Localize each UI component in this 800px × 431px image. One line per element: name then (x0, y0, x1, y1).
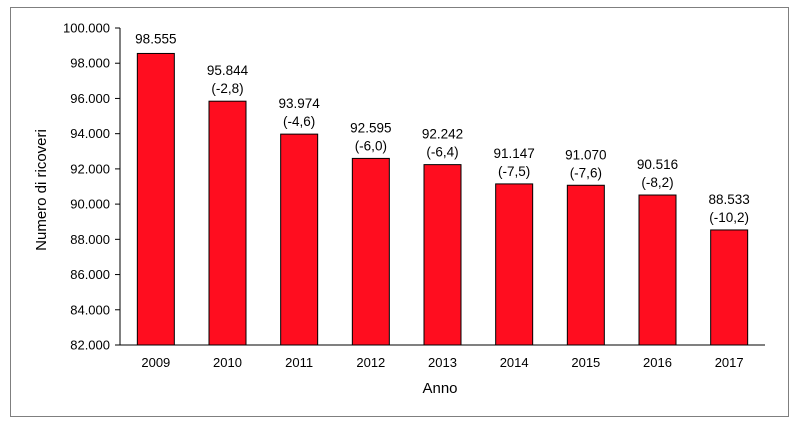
bars (136, 52, 749, 346)
data-label-change: (-7,6) (570, 165, 602, 180)
y-tick-label: 90.000 (70, 197, 110, 212)
data-label-value: 95.844 (207, 63, 249, 78)
y-axis-title: Numero di ricoveri (33, 129, 50, 251)
data-labels: 98.555 95.844 (-2,8) 93.974 (-4,6) 92.595 (-6,… (135, 31, 750, 224)
x-tick-label: 2015 (571, 355, 600, 370)
x-tick-label: 2010 (213, 355, 242, 370)
data-label-value: 92.242 (422, 127, 463, 142)
bar-2014 (495, 183, 534, 346)
bar-2012 (351, 157, 390, 346)
data-label-value: 92.595 (350, 120, 391, 135)
x-tick-label: 2012 (356, 355, 385, 370)
y-tick-label: 98.000 (70, 56, 110, 71)
y-tick-label: 82.000 (70, 338, 110, 353)
bar-2016 (638, 194, 677, 346)
x-axis: 2009 2010 2011 2012 2013 2014 2015 2016 2017 (141, 355, 743, 370)
data-label-value: 88.533 (709, 192, 750, 207)
x-tick-label: 2013 (428, 355, 457, 370)
data-label-change: (-6,0) (355, 138, 387, 153)
y-tick-label: 100.000 (63, 21, 110, 36)
y-tick-label: 94.000 (70, 126, 110, 141)
bar-2017 (710, 229, 749, 346)
data-label-value: 93.974 (279, 96, 321, 111)
data-label-change: (-7,5) (498, 164, 530, 179)
y-tick-label: 96.000 (70, 91, 110, 106)
data-label-value: 91.147 (494, 146, 535, 161)
bar-2009 (136, 52, 175, 346)
bar-2013 (423, 164, 462, 346)
data-label-value: 98.555 (135, 31, 176, 46)
data-label-value: 90.516 (637, 157, 678, 172)
data-label-change: (-10,2) (709, 210, 749, 225)
data-label-change: (-8,2) (641, 175, 673, 190)
data-label-change: (-4,6) (283, 114, 315, 129)
x-tick-label: 2016 (643, 355, 672, 370)
x-axis-title: Anno (422, 380, 457, 397)
y-tick-label: 84.000 (70, 302, 110, 317)
x-tick-label: 2011 (285, 355, 313, 370)
data-label-change: (-2,8) (211, 81, 243, 96)
x-tick-label: 2014 (500, 355, 529, 370)
bar-2010 (208, 100, 247, 346)
data-label-change: (-6,4) (426, 145, 458, 160)
bar-2015 (566, 184, 605, 346)
data-label-value: 91.070 (565, 147, 606, 162)
y-tick-label: 86.000 (70, 267, 110, 282)
y-tick-label: 92.000 (70, 161, 110, 176)
bar-2011 (280, 133, 319, 346)
x-tick-label: 2017 (715, 355, 744, 370)
y-tick-label: 88.000 (70, 232, 110, 247)
x-tick-label: 2009 (141, 355, 170, 370)
